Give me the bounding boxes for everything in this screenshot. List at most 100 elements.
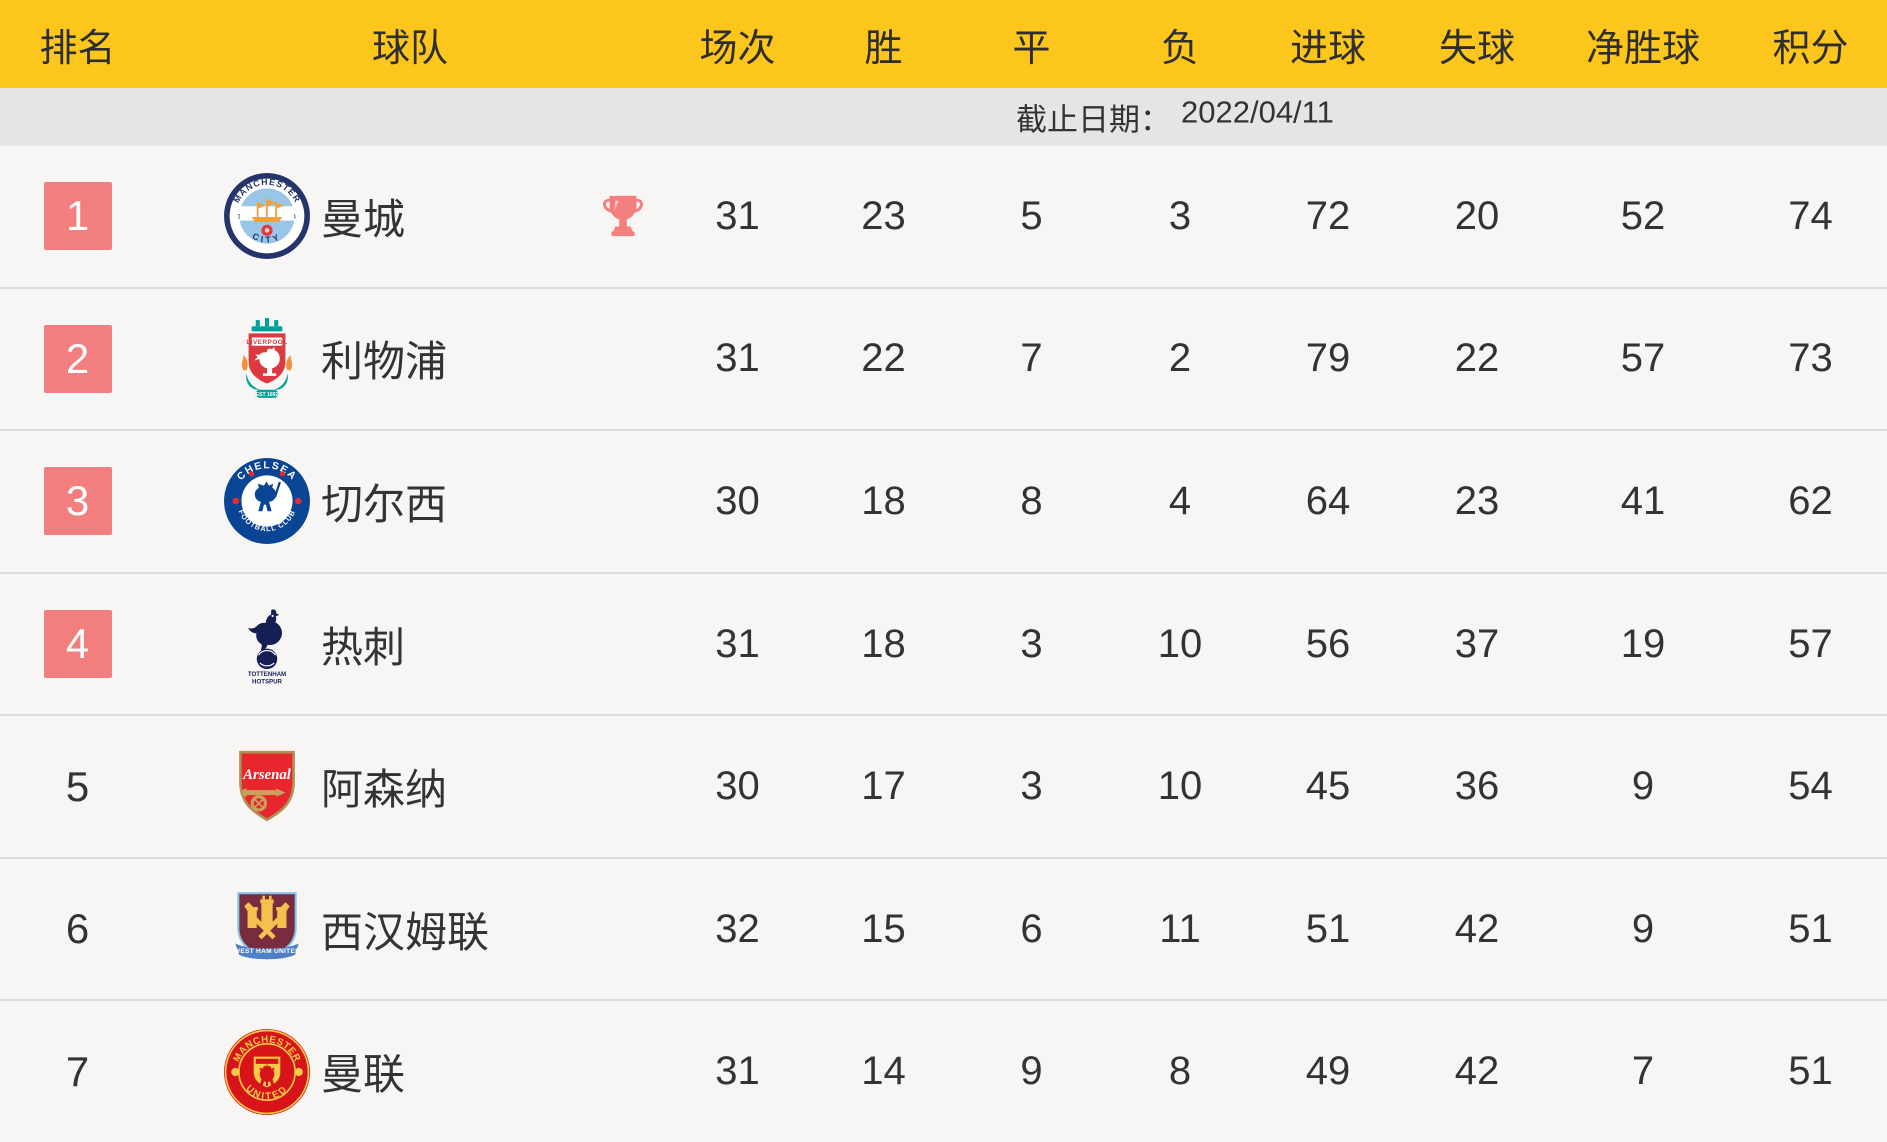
date-value: 2022/04/11 bbox=[1181, 94, 1334, 130]
column-header-drawn: 平 bbox=[1012, 27, 1051, 70]
won-value: 18 bbox=[861, 621, 906, 666]
goals-for-value: 45 bbox=[1305, 764, 1351, 809]
goals-for-value: 79 bbox=[1305, 336, 1351, 381]
column-header-goal-diff: 净胜球 bbox=[1585, 27, 1700, 70]
tottenham-crest-icon: TOTTENHAM HOTSPUR bbox=[223, 600, 311, 688]
date-bar: 截止日期： 2022/04/11 bbox=[0, 88, 1887, 146]
rank-cell: 7 bbox=[0, 1038, 155, 1106]
liverpool-crest-icon: LIVERPOOL EST 1892 bbox=[223, 315, 311, 403]
lost-value: 3 bbox=[1168, 193, 1192, 238]
team-name: 西汉姆联 bbox=[321, 908, 490, 956]
column-header-played: 场次 bbox=[699, 27, 776, 70]
goal-diff-value: 52 bbox=[1620, 193, 1666, 238]
played-value: 30 bbox=[715, 764, 760, 809]
rank-cell: 3 bbox=[0, 467, 155, 536]
team-name: 热刺 bbox=[321, 623, 406, 671]
rank-cell: 2 bbox=[0, 324, 155, 393]
column-header-team: 球队 bbox=[371, 27, 448, 70]
standings-rows: 1 MANCHESTER CITY 1894 曼城 bbox=[0, 146, 1887, 1142]
goals-against-value: 36 bbox=[1454, 764, 1500, 809]
svg-text:WEST HAM UNITED: WEST HAM UNITED bbox=[234, 948, 300, 955]
played-value: 31 bbox=[715, 621, 760, 666]
rank-badge: 7 bbox=[65, 1047, 90, 1095]
goal-diff-value: 7 bbox=[1631, 1049, 1655, 1094]
svg-text:TOTTENHAM: TOTTENHAM bbox=[248, 671, 286, 678]
drawn-value: 3 bbox=[1020, 621, 1043, 666]
table-row: 4 TOTTENHAM HOTSPUR 热刺 31 18 3 10 56 37 … bbox=[0, 571, 1887, 715]
date-label: 截止日期： bbox=[1016, 102, 1171, 138]
svg-text:EST 1892: EST 1892 bbox=[256, 392, 279, 398]
goals-for-value: 49 bbox=[1305, 1049, 1351, 1094]
lost-value: 4 bbox=[1168, 478, 1192, 523]
team-cell: TOTTENHAM HOTSPUR 热刺 bbox=[155, 600, 580, 688]
points-value: 73 bbox=[1788, 336, 1833, 381]
lost-value: 11 bbox=[1159, 906, 1201, 951]
table-row: 1 MANCHESTER CITY 1894 曼城 bbox=[0, 146, 1887, 287]
team-cell: LIVERPOOL EST 1892 利物浦 bbox=[155, 315, 580, 403]
points-value: 57 bbox=[1788, 621, 1833, 666]
table-row: 7 MANCHESTER UNITED 曼联 31 14 9 8 49 42 7… bbox=[0, 999, 1887, 1142]
trophy-cell bbox=[580, 191, 665, 241]
goals-against-value: 37 bbox=[1454, 621, 1500, 666]
won-value: 22 bbox=[861, 336, 906, 381]
played-value: 31 bbox=[715, 1049, 760, 1094]
table-row: 3 CHELSEA FOOTBALL CLUB 切尔西 30 18 8 4 64… bbox=[0, 429, 1887, 572]
played-value: 31 bbox=[715, 336, 760, 381]
points-value: 54 bbox=[1788, 764, 1833, 809]
drawn-value: 6 bbox=[1020, 906, 1043, 951]
played-value: 32 bbox=[715, 906, 760, 951]
lost-value: 2 bbox=[1168, 336, 1192, 381]
svg-text:HOTSPUR: HOTSPUR bbox=[252, 678, 283, 685]
team-cell: MANCHESTER UNITED 曼联 bbox=[155, 1028, 580, 1116]
chelsea-crest-icon: CHELSEA FOOTBALL CLUB bbox=[223, 457, 311, 545]
drawn-value: 5 bbox=[1020, 193, 1043, 238]
rank-badge: 6 bbox=[65, 905, 90, 953]
svg-text:CITY: CITY bbox=[251, 231, 284, 245]
goals-for-value: 64 bbox=[1305, 478, 1351, 523]
team-name: 曼联 bbox=[321, 1051, 406, 1099]
table-row: 5 Arsenal 阿森纳 30 17 3 10 45 36 9 54 bbox=[0, 714, 1887, 857]
column-header-points: 积分 bbox=[1772, 27, 1849, 70]
rank-badge: 2 bbox=[43, 324, 112, 393]
arsenal-crest-icon: Arsenal bbox=[223, 743, 311, 831]
won-value: 14 bbox=[861, 1049, 906, 1094]
man-united-crest-icon: MANCHESTER UNITED bbox=[223, 1028, 311, 1116]
points-value: 74 bbox=[1788, 193, 1833, 238]
played-value: 31 bbox=[715, 193, 760, 238]
won-value: 18 bbox=[861, 478, 906, 523]
goal-diff-value: 9 bbox=[1631, 906, 1655, 951]
goal-diff-value: 19 bbox=[1620, 621, 1666, 666]
goal-diff-value: 9 bbox=[1631, 764, 1655, 809]
rank-badge: 1 bbox=[43, 182, 112, 251]
drawn-value: 8 bbox=[1020, 478, 1043, 523]
column-header-won: 胜 bbox=[864, 27, 903, 70]
rank-cell: 6 bbox=[0, 895, 155, 963]
column-header-goals-for: 进球 bbox=[1289, 27, 1366, 70]
rank-badge: 5 bbox=[65, 762, 90, 810]
rank-badge: 3 bbox=[43, 467, 112, 536]
column-header-rank: 排名 bbox=[39, 27, 116, 70]
goals-against-value: 20 bbox=[1454, 193, 1500, 238]
column-header-goals-against: 失球 bbox=[1438, 27, 1515, 70]
won-value: 15 bbox=[861, 906, 906, 951]
points-value: 62 bbox=[1788, 478, 1833, 523]
team-cell: WEST HAM UNITED 西汉姆联 bbox=[155, 885, 580, 973]
played-value: 30 bbox=[715, 478, 760, 523]
goals-against-value: 22 bbox=[1454, 336, 1500, 381]
svg-text:LIVERPOOL: LIVERPOOL bbox=[246, 339, 287, 346]
goals-against-value: 42 bbox=[1454, 906, 1500, 951]
lost-value: 8 bbox=[1168, 1049, 1192, 1094]
goals-for-value: 51 bbox=[1305, 906, 1351, 951]
team-name: 切尔西 bbox=[321, 480, 448, 528]
goals-against-value: 42 bbox=[1454, 1049, 1500, 1094]
team-name: 利物浦 bbox=[321, 338, 448, 386]
goals-for-value: 56 bbox=[1305, 621, 1351, 666]
man-city-crest-icon: MANCHESTER CITY 1894 bbox=[223, 172, 311, 260]
champion-trophy-icon bbox=[600, 191, 646, 241]
points-value: 51 bbox=[1788, 1049, 1833, 1094]
goals-against-value: 23 bbox=[1454, 478, 1500, 523]
team-cell: CHELSEA FOOTBALL CLUB 切尔西 bbox=[155, 457, 580, 545]
team-name: 曼城 bbox=[321, 195, 406, 243]
rank-cell: 5 bbox=[0, 753, 155, 821]
